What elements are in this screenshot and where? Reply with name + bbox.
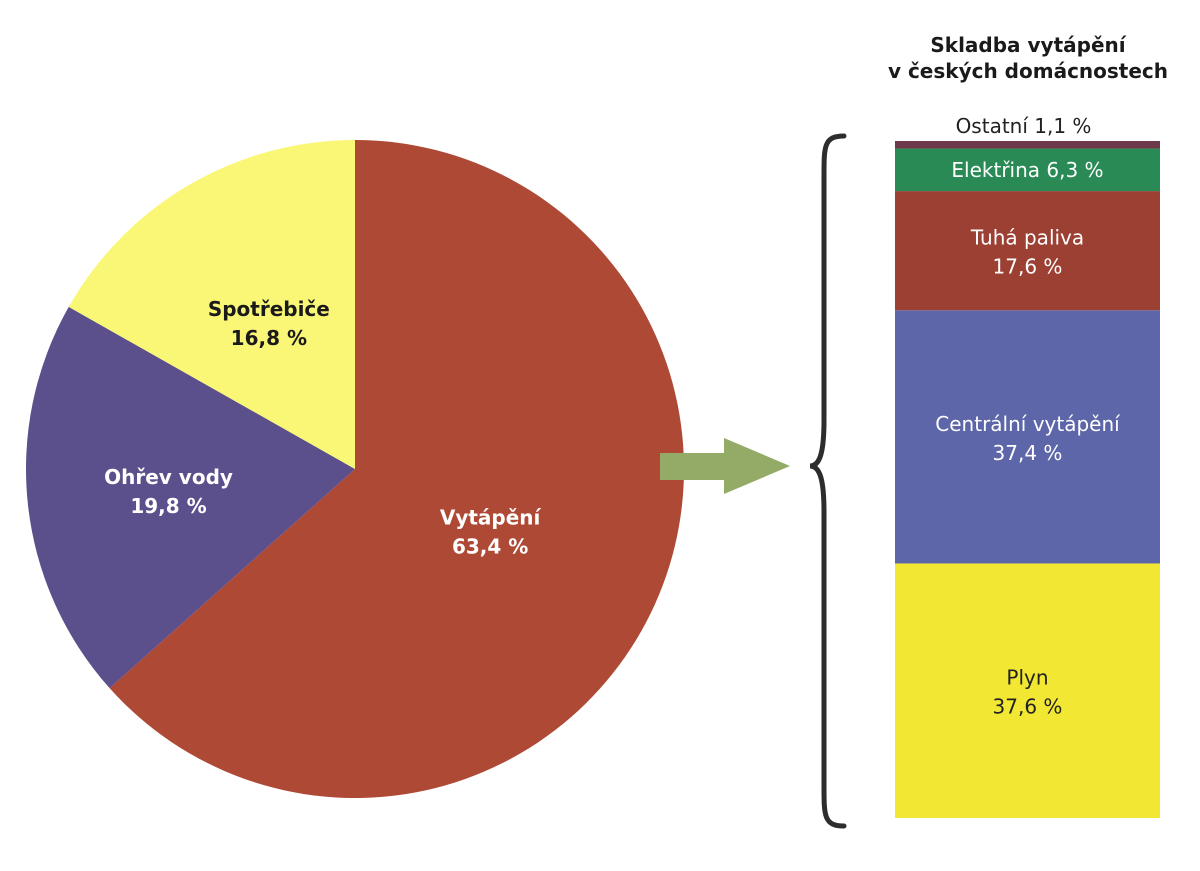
pie-value-ohrev-vody: 19,8 % [130,494,206,518]
transition-arrow [660,438,790,494]
pie-label-ohrev-vody: Ohřev vody [104,465,233,489]
arrow-right-icon [660,438,790,494]
bar-segment-tuha-paliva [895,191,1160,311]
bar-segment-ostatni [895,141,1160,149]
bar-value-plyn: 37,6 % [993,695,1063,719]
curly-brace-icon [809,133,847,829]
bar-value-tuha-paliva: 17,6 % [993,255,1063,279]
bar-value-centralni-vytapeni: 37,4 % [993,441,1063,465]
bar-segment-plyn [895,563,1160,818]
bar-label-ostatni: Ostatní 1,1 % [956,114,1092,138]
pie-chart: Vytápění 63,4 % Ohřev vody 19,8 % Spotřebiče… [25,140,684,798]
bar-title-line-2: v českých domácnostech [888,59,1168,83]
pie-slice-spotrebice [68,140,356,469]
pie-label-vytapeni: Vytápění [440,506,542,530]
bar-segment-elektrina [895,148,1160,192]
bar-label-elektrina: Elektřina 6,3 % [951,158,1103,182]
pie-value-vytapeni: 63,4 % [452,535,528,559]
bar-label-centralni-vytapeni: Centrální vytápění [935,412,1121,436]
pie-label-spotrebice: Spotřebiče [208,297,330,321]
pie-value-spotrebice: 16,8 % [231,326,307,350]
bar-label-plyn: Plyn [1006,666,1048,690]
stacked-bar-chart: Skladba vytápění v českých domácnostech … [888,33,1168,818]
bar-label-tuha-paliva: Tuhá paliva [970,226,1084,250]
curly-brace [809,133,847,829]
bar-segment-centralni-vytapeni [895,310,1160,564]
pie-slice-vytapeni [109,140,684,798]
bar-title-line-1: Skladba vytápění [930,33,1126,57]
pie-slice-ohrev-vody [25,306,355,689]
